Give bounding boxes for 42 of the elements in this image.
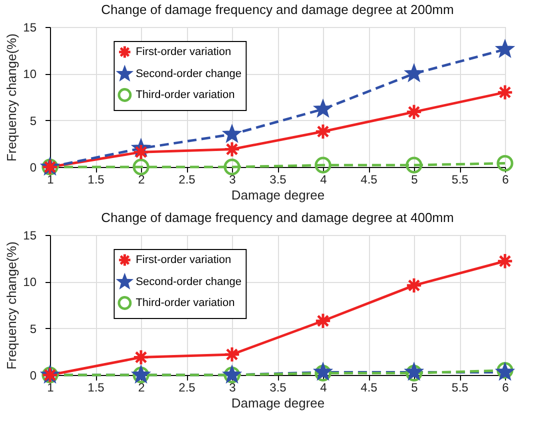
x-axis-title: Damage degree (231, 188, 325, 202)
x-tick-label: 1.5 (88, 172, 105, 186)
x-tick-label: 4.5 (360, 172, 378, 186)
y-tick-label: 5 (30, 114, 37, 128)
x-tick-label: 1.5 (88, 380, 105, 394)
x-tick-label: 2.5 (178, 380, 196, 394)
y-tick-label: 10 (23, 67, 37, 82)
y-tick-label: 0 (30, 368, 37, 382)
x-tick-label: 3 (229, 380, 236, 394)
y-axis-title: Frequency change(%) (4, 34, 20, 162)
x-tick-label: 2 (138, 380, 146, 394)
legend-label: Third-order variation (136, 89, 235, 101)
y-tick-label: 5 (30, 322, 37, 336)
y-tick-label: 0 (30, 160, 37, 174)
x-tick-label: 5 (411, 380, 418, 394)
y-axis-title: Frequency change(%) (4, 242, 20, 370)
legend-label: Second-order change (136, 68, 242, 80)
legend-label: Third-order variation (136, 297, 235, 309)
y-tick-label: 15 (23, 20, 37, 34)
y-tick-label: 15 (23, 228, 37, 242)
x-tick-label: 5 (411, 172, 418, 186)
legend-label: First-order variation (136, 46, 232, 58)
chart-title: Change of damage frequency and damage degree at 200mm (101, 2, 454, 17)
y-tick-label: 10 (23, 275, 37, 290)
x-tick-label: 1 (47, 380, 54, 394)
x-tick-label: 2 (138, 172, 146, 186)
x-tick-label: 6 (502, 172, 510, 186)
x-tick-label: 3.5 (270, 380, 287, 394)
x-tick-label: 5.5 (452, 380, 469, 394)
x-tick-label: 3.5 (270, 172, 287, 186)
x-axis-title: Damage degree (231, 396, 325, 410)
legend-label: Second-order change (136, 276, 242, 288)
x-tick-label: 4 (320, 380, 328, 394)
x-tick-label: 3 (229, 172, 236, 186)
chart-title: Change of damage frequency and damage degree at 400mm (101, 210, 454, 225)
x-tick-label: 4.5 (360, 380, 378, 394)
x-tick-label: 1 (47, 172, 54, 186)
x-tick-label: 2.5 (178, 172, 196, 186)
x-tick-label: 4 (320, 172, 328, 186)
legend-label: First-order variation (136, 254, 232, 266)
x-tick-label: 5.5 (452, 172, 469, 186)
x-tick-label: 6 (502, 380, 510, 394)
